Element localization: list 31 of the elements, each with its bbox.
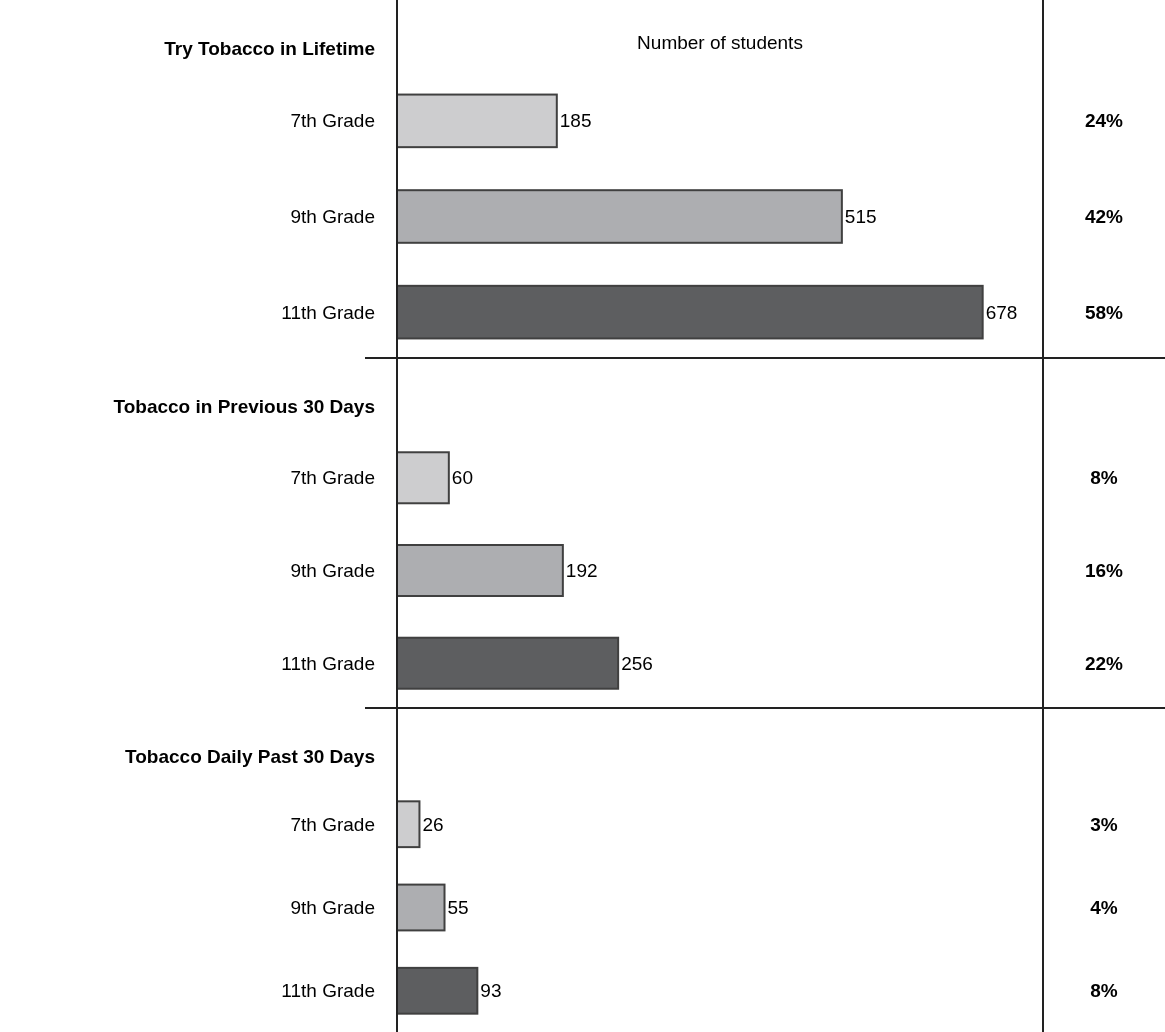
text: 16% (1084, 560, 1124, 581)
text: 22% (1084, 652, 1124, 674)
data-label: 185 (559, 110, 592, 132)
data-label: 678 (985, 301, 1018, 323)
y-tick-label: 9th Grade (290, 206, 375, 227)
data-label: 93 (480, 980, 502, 1002)
y-tick-label: 7th Grade (290, 110, 375, 132)
text: Tobacco in Previous 30 Days (113, 395, 375, 417)
text: 3% (1090, 813, 1118, 835)
y-tick-label: 9th Grade (290, 560, 375, 581)
x-axis-title: Number of students (637, 31, 803, 53)
y-tick-label: 11th Grade (281, 301, 375, 323)
text: 8% (1090, 980, 1118, 1002)
data-label: 55 (447, 897, 469, 918)
data-label: 192 (565, 560, 598, 581)
data-label: 515 (844, 206, 877, 227)
text: 8% (1090, 467, 1118, 489)
data-label: 26 (422, 813, 444, 835)
y-tick-label: 7th Grade (290, 813, 375, 835)
y-tick-label: 11th Grade (281, 980, 375, 1002)
y-tick-label: 11th Grade (281, 652, 375, 674)
data-label: 256 (621, 652, 653, 674)
chart-title: Tobacco Daily Past 30 Days (125, 745, 375, 767)
text: 4% (1090, 897, 1118, 918)
text: 58% (1084, 301, 1124, 323)
y-tick-label: 9th Grade (290, 897, 375, 918)
y-tick-label: 7th Grade (290, 467, 375, 489)
text: 24% (1084, 110, 1124, 132)
chart-title: Try Tobacco in Lifetime (164, 37, 375, 59)
text: 42% (1084, 206, 1124, 227)
data-label: 60 (451, 467, 473, 489)
